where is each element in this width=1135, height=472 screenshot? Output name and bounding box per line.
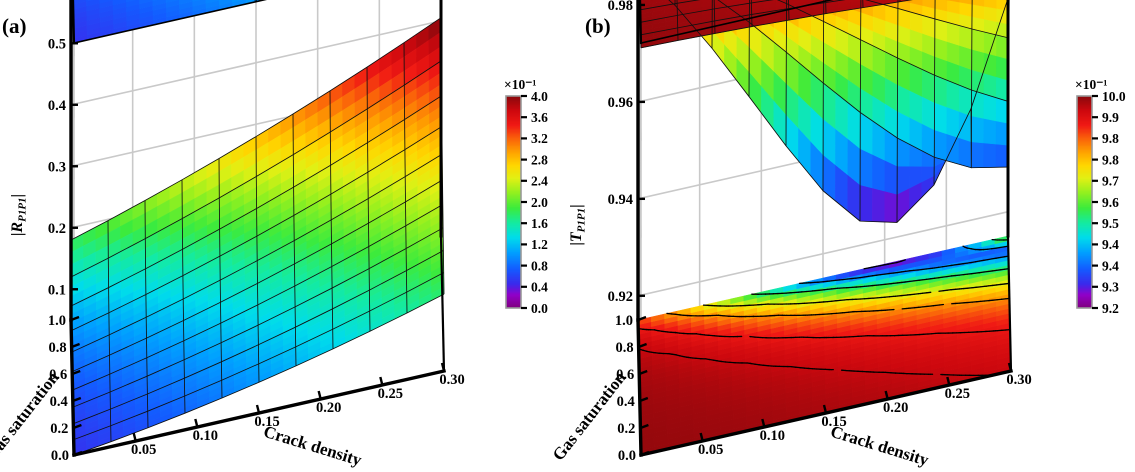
colorbar-tick-8: 0.8: [531, 258, 548, 273]
colorbar-exponent: ×10⁻¹: [1075, 77, 1107, 92]
colorbar-tick-2: 9.8: [1102, 131, 1119, 146]
ztick-2: 0.5: [48, 36, 66, 52]
colorbar-tick-3: 2.8: [531, 152, 548, 167]
colorbar-tick-0: 4.0: [531, 89, 548, 104]
xtick-0: 0.05: [131, 442, 156, 458]
ytick-3: 0.4: [50, 394, 68, 410]
colorbar-tick-10: 9.2: [1102, 301, 1119, 316]
plot-a: 0.70.60.50.40.30.20.11.00.80.60.40.20.00…: [0, 0, 548, 470]
ztick-5: 0.2: [48, 221, 66, 237]
ztick-4: 0.92: [608, 289, 633, 305]
ytick-5: 0.0: [51, 448, 69, 464]
colorbar-tick-4: 2.4: [531, 174, 548, 189]
colorbar: 4.0 3.6 3.2 2.8 2.4 2.0 1.6 1.2 0.8 0.4 0.0 ×10⁻¹: [504, 77, 548, 316]
panel-letter-b: (b): [585, 14, 611, 38]
colorbar-tick-4: 9.7: [1102, 174, 1119, 189]
panel-letter-a: (a): [2, 14, 27, 38]
colorbar-tick-6: 1.6: [531, 216, 548, 231]
ytick-0: 1.0: [615, 313, 633, 329]
colorbar-tick-8: 9.4: [1102, 258, 1119, 273]
ytick-2: 0.6: [49, 367, 67, 383]
xtick-3: 0.20: [316, 400, 341, 416]
xtick-5: 0.30: [1006, 372, 1031, 388]
colorbar-tick-10: 0.0: [531, 301, 548, 316]
ztick-3: 0.4: [48, 98, 66, 114]
colorbar-tick-1: 3.6: [531, 110, 548, 125]
contour-projection: [637, 235, 1012, 456]
colorbar-tick-7: 9.4: [1102, 237, 1119, 252]
colorbar-tick-0: 10.0: [1102, 89, 1126, 104]
ztick-1: 0.98: [608, 0, 633, 14]
xtick-1: 0.10: [193, 428, 218, 444]
svg-text:|RP1P1|: |RP1P1|: [9, 194, 29, 236]
panel-a: 0.70.60.50.40.30.20.11.00.80.60.40.20.00…: [0, 0, 548, 470]
xtick-4: 0.25: [945, 386, 970, 402]
colorbar-tick-7: 1.2: [531, 237, 548, 252]
colorbar-tick-1: 9.9: [1102, 110, 1119, 125]
xtick-1: 0.10: [760, 428, 785, 444]
ytick-5: 0.0: [618, 448, 636, 464]
colorbar-tick-5: 2.0: [531, 195, 548, 210]
ztick-3: 0.94: [608, 192, 633, 208]
colorbar-tick-9: 0.4: [531, 280, 548, 295]
colorbar-tick-9: 9.3: [1102, 280, 1119, 295]
axis-label-crack-density: Crack density: [828, 422, 931, 470]
ytick-1: 0.8: [615, 340, 633, 356]
colorbar-tick-3: 9.8: [1102, 152, 1119, 167]
xtick-3: 0.20: [883, 400, 908, 416]
xtick-2: 0.15: [821, 414, 846, 430]
colorbar-exponent: ×10⁻¹: [504, 77, 536, 92]
ytick-4: 0.2: [50, 421, 68, 437]
panel-b: 1.000.980.960.940.921.00.80.60.40.20.00.…: [549, 0, 1135, 472]
ytick-2: 0.6: [616, 367, 634, 383]
colorbar-tick-6: 9.5: [1102, 216, 1119, 231]
surface-mesh: [70, 17, 445, 456]
axis-label-reflection-coefficient: |RP1P1|: [9, 194, 29, 236]
xtick-2: 0.15: [254, 414, 279, 430]
colorbar-tick-5: 9.6: [1102, 195, 1119, 210]
ytick-4: 0.2: [617, 421, 635, 437]
ytick-3: 0.4: [617, 394, 635, 410]
ytick-1: 0.8: [48, 340, 66, 356]
ztick-2: 0.96: [608, 95, 633, 111]
ytick-0: 1.0: [48, 313, 66, 329]
plot-b: 1.000.980.960.940.921.00.80.60.40.20.00.…: [549, 0, 1126, 470]
ztick-6: 0.1: [48, 282, 66, 298]
xtick-4: 0.25: [378, 386, 403, 402]
xtick-5: 0.30: [439, 372, 464, 388]
xtick-0: 0.05: [698, 442, 723, 458]
colorbar-tick-2: 3.2: [531, 131, 548, 146]
surface-mesh: [639, 0, 1010, 223]
axis-label-transmission-coefficient: |TP1P1|: [568, 204, 588, 245]
contour-projection: [72, 0, 265, 44]
colorbar: 10.0 9.9 9.8 9.8 9.7 9.6 9.5 9.4 9.4 9.3 9.2 ×10⁻¹: [1075, 77, 1126, 316]
ztick-4: 0.3: [48, 159, 66, 175]
axis-label-crack-density: Crack density: [261, 422, 364, 470]
